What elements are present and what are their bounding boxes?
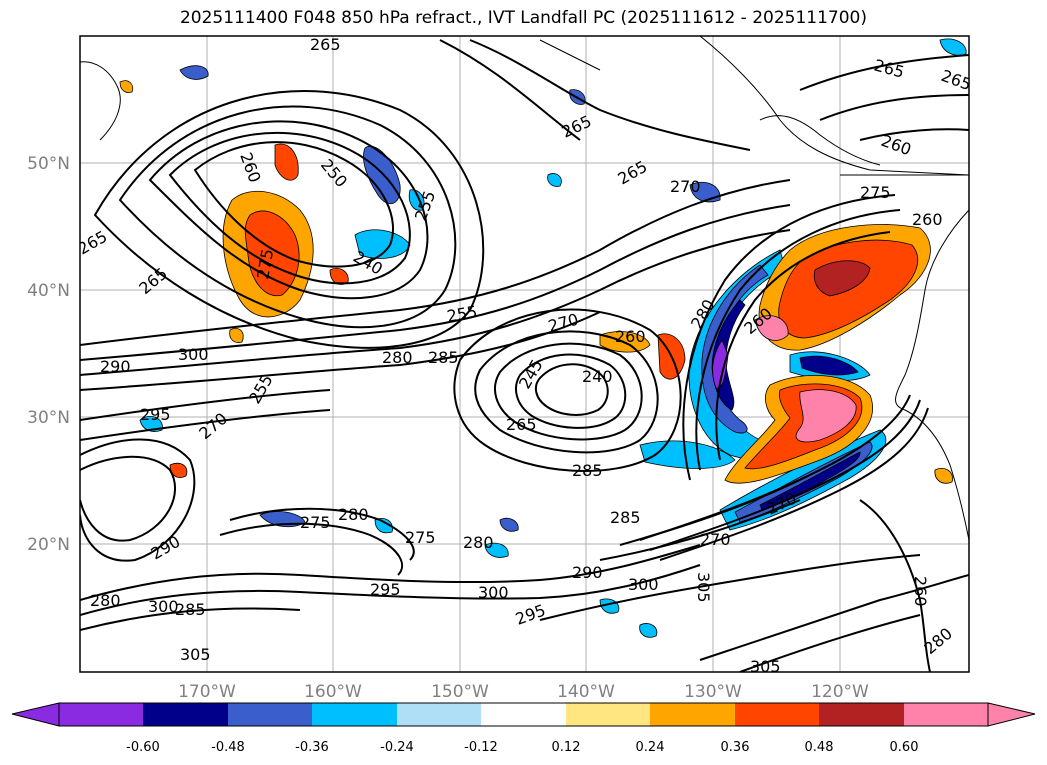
colorbar-tick-label: -0.24 bbox=[380, 740, 414, 755]
svg-text:260: 260 bbox=[912, 210, 943, 229]
svg-text:285: 285 bbox=[610, 508, 641, 527]
contour-lines bbox=[80, 39, 969, 672]
longitude-labels: 170°W 160°W 150°W 140°W 130°W 120°W bbox=[178, 682, 869, 702]
svg-text:295: 295 bbox=[140, 405, 171, 424]
colorbar-high-extension bbox=[987, 702, 1036, 727]
colorbar-segment bbox=[143, 703, 228, 726]
colorbar: -0.60 -0.48 -0.36 -0.24 -0.12 0.12 0.24 … bbox=[11, 702, 1036, 755]
svg-text:300: 300 bbox=[478, 583, 509, 602]
colorbar-tick-label: 0.48 bbox=[805, 740, 834, 755]
lon-label: 150°W bbox=[431, 682, 489, 702]
svg-text:265: 265 bbox=[506, 415, 537, 434]
colorbar-segment bbox=[904, 703, 988, 726]
colorbar-segment bbox=[566, 703, 650, 726]
colorbar-tick-label: -0.60 bbox=[126, 740, 160, 755]
svg-text:305: 305 bbox=[750, 657, 781, 676]
svg-text:270: 270 bbox=[700, 530, 731, 549]
colorbar-tick-label: 0.36 bbox=[721, 740, 750, 755]
colorbar-segment bbox=[650, 703, 735, 726]
svg-text:280: 280 bbox=[90, 591, 121, 610]
coastlines bbox=[80, 36, 969, 541]
colorbar-segment bbox=[312, 703, 397, 726]
svg-text:265: 265 bbox=[310, 35, 341, 54]
colorbar-tick-label: 0.24 bbox=[636, 740, 665, 755]
svg-text:305: 305 bbox=[180, 645, 211, 664]
svg-text:275: 275 bbox=[405, 528, 436, 547]
svg-text:300: 300 bbox=[178, 345, 209, 364]
svg-text:280: 280 bbox=[338, 505, 369, 524]
svg-text:285: 285 bbox=[175, 600, 206, 619]
map-layers: 265 250 260 255 240 265 265 270 265 260 … bbox=[80, 35, 969, 676]
lat-label: 50°N bbox=[27, 154, 70, 174]
colorbar-segment bbox=[481, 703, 566, 726]
lat-label: 40°N bbox=[27, 281, 70, 301]
svg-text:280: 280 bbox=[382, 348, 413, 367]
map-title: 2025111400 F048 850 hPa refract., IVT La… bbox=[179, 8, 867, 28]
lon-label: 160°W bbox=[304, 682, 362, 702]
svg-text:300: 300 bbox=[148, 597, 179, 616]
colorbar-tick-label: -0.48 bbox=[211, 740, 245, 755]
svg-text:290: 290 bbox=[100, 357, 131, 376]
lon-label: 170°W bbox=[178, 682, 236, 702]
map-frame bbox=[79, 35, 970, 673]
colorbar-tick-labels: -0.60 -0.48 -0.36 -0.24 -0.12 0.12 0.24 … bbox=[126, 740, 918, 755]
colorbar-tick-label: -0.12 bbox=[464, 740, 498, 755]
colorbar-segment bbox=[59, 703, 143, 726]
svg-text:275: 275 bbox=[300, 513, 331, 532]
svg-text:240: 240 bbox=[582, 367, 613, 386]
svg-text:295: 295 bbox=[370, 580, 401, 599]
colorbar-segment bbox=[819, 703, 904, 726]
lat-label: 20°N bbox=[27, 535, 70, 555]
svg-text:300: 300 bbox=[628, 575, 659, 594]
colorbar-outline bbox=[58, 702, 989, 727]
lon-label: 120°W bbox=[811, 682, 869, 702]
svg-text:260: 260 bbox=[911, 576, 930, 607]
svg-text:280: 280 bbox=[463, 533, 494, 552]
latitude-labels: 50°N 40°N 30°N 20°N bbox=[27, 154, 70, 555]
lat-label: 30°N bbox=[27, 408, 70, 428]
colorbar-segment bbox=[397, 703, 481, 726]
svg-text:305: 305 bbox=[694, 572, 713, 603]
lon-label: 130°W bbox=[684, 682, 742, 702]
colorbar-segment bbox=[735, 703, 819, 726]
colorbar-tick-label: 0.60 bbox=[890, 740, 919, 755]
colorbar-low-extension bbox=[11, 702, 60, 727]
colorbar-segment bbox=[228, 703, 312, 726]
svg-text:275: 275 bbox=[860, 183, 891, 202]
lon-label: 140°W bbox=[557, 682, 615, 702]
svg-text:260: 260 bbox=[615, 327, 646, 346]
colorbar-tick-label: 0.12 bbox=[552, 740, 581, 755]
svg-text:290: 290 bbox=[572, 563, 603, 582]
svg-text:270: 270 bbox=[670, 177, 701, 196]
svg-text:285: 285 bbox=[572, 461, 603, 480]
colorbar-tick-label: -0.36 bbox=[295, 740, 329, 755]
svg-text:285: 285 bbox=[428, 348, 459, 367]
